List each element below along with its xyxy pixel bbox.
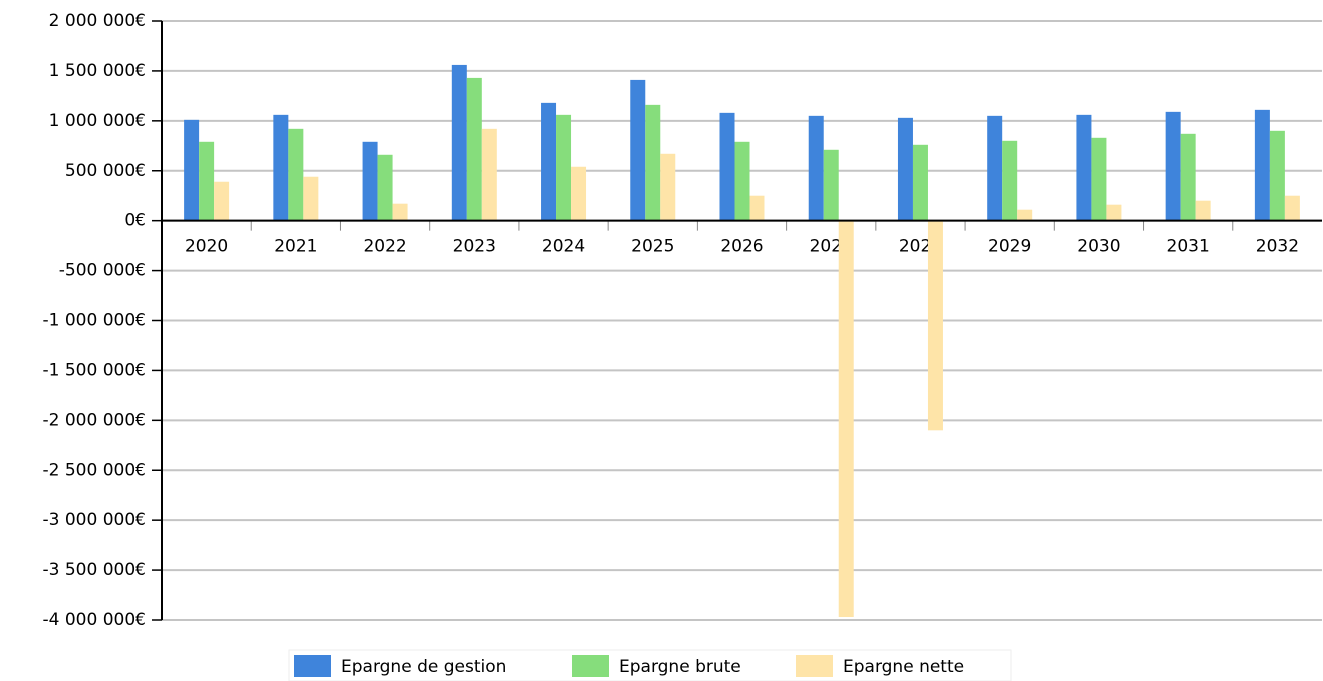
legend-label: Epargne de gestion — [341, 657, 506, 677]
x-tick-label: 2030 — [1077, 237, 1120, 257]
y-tick-label: -1 500 000€ — [43, 360, 146, 380]
x-tick-label: 2020 — [185, 237, 228, 257]
bar — [1091, 137, 1107, 221]
bar — [838, 220, 854, 618]
bar — [184, 119, 200, 221]
bar — [927, 220, 943, 431]
y-tick-label: 1 500 000€ — [49, 61, 146, 81]
bar — [1017, 209, 1033, 221]
x-tick-label: 2025 — [631, 237, 674, 257]
x-tick-label: 2026 — [720, 237, 763, 257]
y-tick-label: -500 000€ — [59, 261, 146, 281]
bar — [273, 114, 289, 221]
bar — [734, 141, 750, 221]
bar — [1284, 195, 1300, 221]
bar — [719, 112, 735, 221]
bar — [481, 128, 497, 221]
bar — [1180, 133, 1196, 221]
y-tick-label: 2 000 000€ — [49, 11, 146, 31]
x-tick-label: 2021 — [274, 237, 317, 257]
x-tick-label: 2029 — [988, 237, 1031, 257]
x-tick-label: 2031 — [1167, 237, 1210, 257]
bar — [987, 115, 1003, 221]
y-tick-label: 0€ — [124, 211, 146, 231]
y-tick-label: -3 000 000€ — [43, 510, 146, 530]
bar — [1165, 111, 1181, 221]
bar — [1269, 130, 1285, 221]
bar — [1002, 140, 1018, 221]
bar — [645, 104, 661, 221]
bar — [377, 154, 393, 221]
y-tick-label: 1 000 000€ — [49, 111, 146, 131]
y-tick-label: -2 500 000€ — [43, 460, 146, 480]
bar — [1076, 114, 1092, 221]
y-tick-label: -1 000 000€ — [43, 311, 146, 331]
bar — [808, 115, 824, 221]
bar — [451, 64, 467, 221]
y-tick-label: -2 000 000€ — [43, 410, 146, 430]
y-tick-label: 500 000€ — [65, 161, 146, 181]
bar — [749, 195, 765, 221]
y-tick-label: -4 000 000€ — [43, 610, 146, 630]
legend-swatch — [572, 655, 609, 677]
bar — [912, 144, 928, 221]
bar — [823, 149, 839, 221]
bar — [362, 141, 378, 221]
bar — [199, 141, 215, 221]
legend-box — [288, 649, 1012, 681]
bar — [1254, 109, 1270, 221]
x-tick-label: 2032 — [1256, 237, 1299, 257]
bar — [466, 77, 482, 221]
y-tick-label: -3 500 000€ — [43, 560, 146, 580]
x-tick-label: 2022 — [363, 237, 406, 257]
bar — [571, 166, 587, 221]
bar — [630, 79, 646, 221]
x-tick-label: 2023 — [453, 237, 496, 257]
bar — [1195, 200, 1211, 221]
legend-label: Epargne brute — [619, 657, 741, 677]
x-tick-label: 2024 — [542, 237, 585, 257]
bar — [214, 181, 230, 221]
bar — [1106, 204, 1122, 221]
legend-swatch — [796, 655, 833, 677]
bar — [556, 114, 572, 221]
legend-swatch — [294, 655, 331, 677]
bar — [897, 117, 913, 221]
bar — [288, 128, 304, 221]
bar — [541, 102, 557, 221]
bar — [303, 176, 319, 221]
bar — [660, 153, 676, 221]
bar — [392, 203, 408, 221]
legend-label: Epargne nette — [843, 657, 964, 677]
